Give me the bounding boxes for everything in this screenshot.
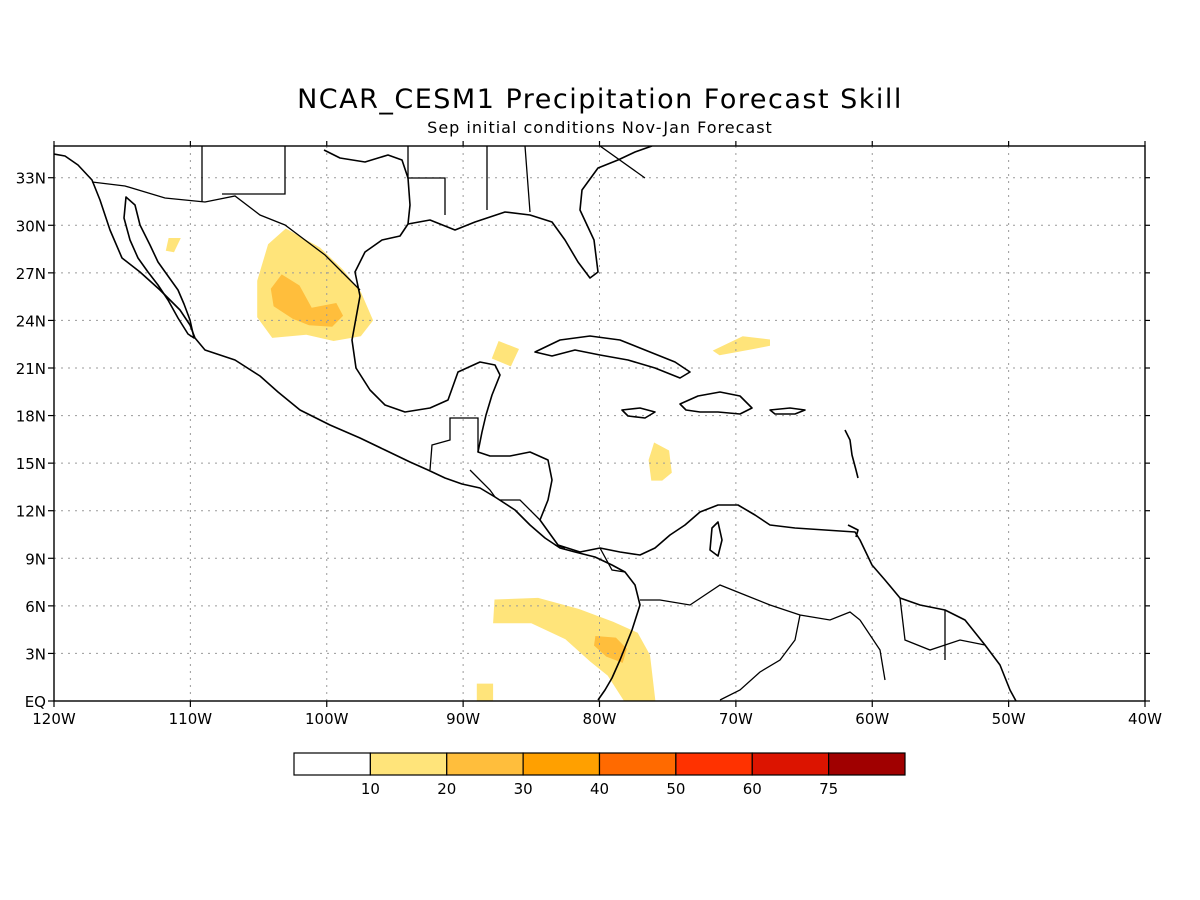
legend-label: 30 xyxy=(514,780,533,798)
x-tick-label: 110W xyxy=(169,710,213,728)
skill-region-5 xyxy=(648,442,672,481)
skill-region-1 xyxy=(270,274,344,327)
us-state-borders xyxy=(201,146,646,215)
y-tick-label: 30N xyxy=(16,217,46,235)
skill-region-7 xyxy=(594,636,627,663)
legend-label: 10 xyxy=(361,780,380,798)
legend-swatch-2 xyxy=(446,752,524,776)
y-tick-label: 3N xyxy=(25,645,46,663)
x-tick-label: 80W xyxy=(583,710,617,728)
legend-label: 40 xyxy=(590,780,609,798)
y-tick-label: 21N xyxy=(16,360,46,378)
color-legend: 10 20 30 40 50 60 75 xyxy=(293,752,906,798)
hispaniola-coast xyxy=(679,391,753,415)
y-tick-label: 18N xyxy=(16,408,46,426)
jamaica-coast xyxy=(621,407,656,419)
skill-region-2 xyxy=(165,238,181,253)
y-tick-label: 33N xyxy=(16,170,46,188)
map-title: NCAR_CESM1 Precipitation Forecast Skill xyxy=(297,84,903,115)
baja-california-coast xyxy=(123,196,195,339)
map-gridlines xyxy=(54,146,1145,701)
legend-swatch-5 xyxy=(675,752,753,776)
axis-ticks: 120W 110W 100W 90W 80W 70W 60W 50W 40W EQ 3N 6N 9N 12… xyxy=(16,141,1162,728)
legend-swatch-7 xyxy=(828,752,906,776)
legend-swatch-1 xyxy=(369,752,448,776)
skill-region-8 xyxy=(476,683,494,701)
map-subtitle: Sep initial conditions Nov-Jan Forecast xyxy=(427,118,773,137)
pacific-coastline xyxy=(54,153,641,701)
lake-maracaibo xyxy=(709,521,723,557)
us-mexico-border xyxy=(91,181,361,291)
legend-swatch-3 xyxy=(522,752,601,776)
x-tick-label: 70W xyxy=(719,710,753,728)
central-america-borders xyxy=(429,417,986,701)
skill-shading xyxy=(165,228,770,701)
cuba-coast xyxy=(534,335,691,379)
coastlines-and-borders xyxy=(54,146,1017,701)
x-tick-label: 60W xyxy=(855,710,889,728)
lesser-antilles xyxy=(844,429,859,538)
y-tick-label: 9N xyxy=(25,550,46,568)
legend-swatch-6 xyxy=(751,752,830,776)
gulf-caribbean-coastline xyxy=(323,149,1017,701)
y-tick-label: EQ xyxy=(25,693,46,711)
legend-label: 50 xyxy=(666,780,685,798)
legend-label: 20 xyxy=(437,780,456,798)
legend-swatch-0 xyxy=(293,752,371,776)
x-tick-label: 50W xyxy=(992,710,1026,728)
skill-region-4 xyxy=(712,336,770,356)
skill-region-6 xyxy=(493,597,656,701)
skill-region-3 xyxy=(491,341,519,367)
x-tick-label: 100W xyxy=(305,710,349,728)
y-tick-label: 6N xyxy=(25,598,46,616)
us-gulf-florida-coast xyxy=(407,146,653,279)
y-tick-label: 15N xyxy=(16,455,46,473)
y-tick-label: 12N xyxy=(16,503,46,521)
puerto-rico-coast xyxy=(769,407,806,415)
x-tick-label: 120W xyxy=(32,710,76,728)
y-tick-label: 27N xyxy=(16,265,46,283)
x-tick-label: 90W xyxy=(446,710,480,728)
legend-label: 60 xyxy=(743,780,762,798)
x-tick-label: 40W xyxy=(1128,710,1162,728)
legend-swatch-4 xyxy=(598,752,677,776)
y-tick-label: 24N xyxy=(16,312,46,330)
legend-label: 75 xyxy=(819,780,838,798)
